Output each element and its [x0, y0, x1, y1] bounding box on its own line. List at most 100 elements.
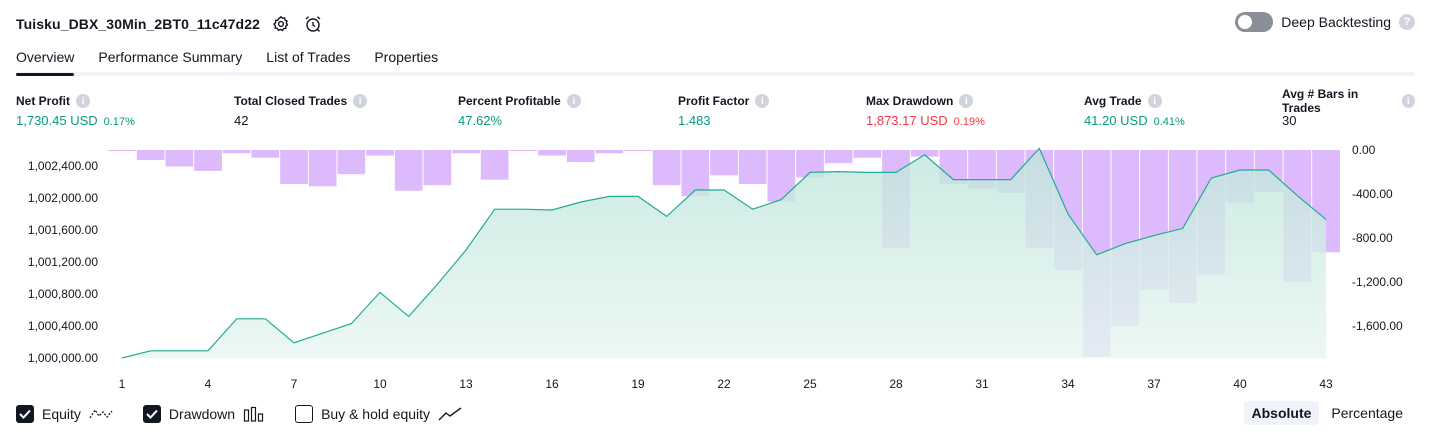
x-axis-tick: 28 — [889, 377, 903, 391]
x-axis-tick: 37 — [1147, 377, 1161, 391]
deep-backtesting-label: Deep Backtesting — [1281, 14, 1391, 30]
equity-line-icon — [89, 408, 113, 419]
right-axis-tick: 0.00 — [1352, 143, 1376, 157]
stat-label: Total Closed Trades — [234, 94, 348, 108]
info-icon[interactable]: i — [353, 94, 368, 108]
drawdown-bar — [194, 150, 222, 171]
legend-equity[interactable]: Equity — [16, 405, 113, 423]
checkbox-unchecked-icon[interactable] — [295, 405, 314, 423]
x-axis-tick: 7 — [291, 377, 298, 391]
report-header: Tuisku_DBX_30Min_2BT0_11c47d22 — [16, 12, 324, 36]
drawdown-bar — [824, 150, 853, 164]
drawdown-bar — [366, 150, 394, 156]
stat-profit-factor: Profit Factor i 1.483 — [678, 93, 770, 128]
tab-list-of-trades[interactable]: List of Trades — [266, 49, 351, 65]
stat-value: 1,873.17 USD — [866, 113, 948, 128]
stat-net-profit: Net Profit i 1,730.45 USD 0.17% — [16, 93, 135, 128]
stat-value: 41.20 USD — [1084, 113, 1148, 128]
tab-overview[interactable]: Overview — [16, 46, 75, 76]
mode-absolute-button[interactable]: Absolute — [1243, 401, 1320, 425]
drawdown-bar — [165, 150, 194, 167]
info-icon[interactable]: i — [959, 94, 974, 108]
drawdown-bar — [595, 150, 624, 154]
drawdown-bar — [337, 150, 366, 175]
stat-percent: 0.17% — [103, 116, 135, 128]
x-axis-tick: 16 — [545, 377, 559, 391]
stats-row: Net Profit i 1,730.45 USD 0.17% Total Clos… — [16, 87, 1415, 133]
drawdown-bar — [452, 150, 480, 154]
left-axis-tick: 1,002,000.00 — [28, 191, 98, 205]
right-axis-tick: -1,600.00 — [1352, 319, 1403, 333]
buy-hold-line-icon — [438, 407, 462, 421]
drawdown-bar — [566, 150, 595, 163]
strategy-title: Tuisku_DBX_30Min_2BT0_11c47d22 — [16, 16, 260, 32]
equity-drawdown-chart[interactable]: 1,000,000.00 1,000,400.00 1,000,800.00 1,00… — [0, 140, 1431, 395]
stat-total-closed-trades: Total Closed Trades i 42 — [234, 93, 368, 128]
x-axis-tick: 10 — [373, 377, 387, 391]
info-icon[interactable]: i — [76, 94, 90, 108]
stat-avg-trade: Avg Trade i 41.20 USD 0.41% — [1084, 93, 1185, 128]
left-axis: 1,000,000.00 1,000,400.00 1,000,800.00 1,00… — [28, 159, 98, 365]
stat-max-drawdown: Max Drawdown i 1,873.17 USD 0.19% — [866, 93, 985, 128]
x-axis: 1 4 7 10 13 16 19 22 25 28 31 34 37 40 43 — [119, 377, 1333, 391]
right-axis-tick: -800.00 — [1352, 231, 1393, 245]
drawdown-bar — [108, 150, 136, 152]
x-axis-tick: 22 — [717, 377, 731, 391]
stat-value: 42 — [234, 113, 249, 128]
drawdown-bar — [710, 150, 738, 176]
info-icon[interactable]: i — [1401, 94, 1415, 108]
checkbox-checked-icon[interactable] — [16, 405, 34, 423]
tab-performance-summary[interactable]: Performance Summary — [98, 49, 243, 65]
stat-value: 1.483 — [678, 113, 711, 128]
help-icon[interactable]: ? — [1399, 14, 1415, 30]
drawdown-bar — [681, 150, 710, 197]
drawdown-bar — [910, 150, 939, 157]
x-axis-tick: 1 — [119, 377, 126, 391]
x-axis-tick: 13 — [459, 377, 473, 391]
stat-label: Net Profit — [16, 94, 70, 108]
x-axis-tick: 19 — [631, 377, 645, 391]
drawdown-bar — [480, 150, 509, 180]
drawdown-bars-icon — [243, 406, 264, 422]
stat-value: 1,730.45 USD — [16, 113, 98, 128]
mode-percentage-button[interactable]: Percentage — [1331, 405, 1403, 421]
legend-label: Drawdown — [168, 406, 236, 422]
stat-value: 30 — [1282, 113, 1297, 128]
left-axis-tick: 1,000,400.00 — [28, 319, 98, 333]
info-icon[interactable]: i — [755, 94, 770, 108]
right-axis-tick: -400.00 — [1352, 187, 1393, 201]
drawdown-bar — [652, 150, 681, 186]
info-icon[interactable]: i — [566, 94, 581, 108]
alarm-clock-icon[interactable] — [302, 13, 324, 35]
stat-value: 47.62% — [458, 113, 503, 128]
drawdown-bar — [280, 150, 308, 185]
info-icon[interactable]: i — [1147, 94, 1162, 108]
stat-label: Profit Factor — [678, 94, 750, 108]
right-axis: 0.00 -400.00 -800.00 -1,200.00 -1,600.00 — [1352, 143, 1403, 333]
right-axis-tick: -1,200.00 — [1352, 275, 1403, 289]
drawdown-bar — [538, 150, 566, 156]
x-axis-tick: 25 — [803, 377, 817, 391]
drawdown-bar — [222, 150, 251, 154]
x-axis-tick: 31 — [975, 377, 989, 391]
drawdown-bar — [136, 150, 165, 160]
legend-label: Buy & hold equity — [321, 406, 431, 422]
x-axis-tick: 4 — [205, 377, 212, 391]
deep-backtesting-toggle[interactable] — [1235, 12, 1274, 32]
drawdown-bar — [394, 150, 423, 191]
equity-area — [121, 147, 1327, 359]
stat-label: Avg Trade — [1084, 94, 1142, 108]
stat-avg-bars-in-trades: Avg # Bars in Trades i 30 — [1282, 87, 1415, 128]
drawdown-bar — [509, 150, 538, 151]
drawdown-bar — [423, 150, 452, 186]
drawdown-bar — [624, 150, 652, 151]
legend-drawdown[interactable]: Drawdown — [142, 405, 265, 423]
left-axis-tick: 1,002,400.00 — [28, 159, 98, 173]
checkbox-checked-icon[interactable] — [142, 405, 161, 423]
drawdown-bar — [853, 150, 882, 158]
drawdown-bar — [738, 150, 767, 185]
legend-buy-hold-equity[interactable]: Buy & hold equity — [295, 405, 462, 423]
x-axis-tick: 40 — [1233, 377, 1247, 391]
tab-properties[interactable]: Properties — [374, 49, 439, 65]
settings-gear-icon[interactable] — [270, 13, 292, 35]
